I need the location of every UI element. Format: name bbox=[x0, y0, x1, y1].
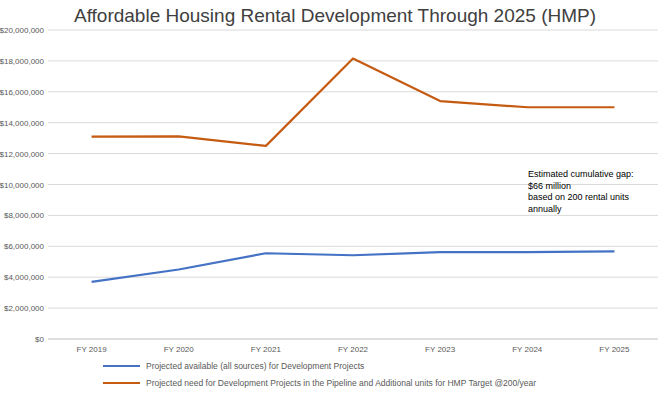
x-tick-label: FY 2024 bbox=[512, 345, 543, 354]
grid-line bbox=[48, 339, 658, 340]
annotation: based on 200 rental units bbox=[528, 192, 630, 202]
y-tick-label: $6,000,000 bbox=[4, 242, 45, 251]
legend-label: Projected need for Development Projects … bbox=[146, 378, 536, 388]
y-tick-label: $16,000,000 bbox=[0, 88, 45, 97]
grid-line bbox=[48, 91, 658, 92]
x-tick-label: FY 2025 bbox=[599, 345, 630, 354]
grid-line bbox=[48, 30, 658, 31]
grid-line bbox=[48, 122, 658, 123]
grid bbox=[48, 30, 658, 339]
x-tick-label: FY 2021 bbox=[251, 345, 282, 354]
y-tick-label: $2,000,000 bbox=[4, 304, 45, 313]
y-tick-label: $0 bbox=[35, 335, 44, 344]
annotation: Estimated cumulative gap: bbox=[528, 169, 634, 179]
legend-swatch bbox=[103, 382, 140, 384]
grid-line bbox=[48, 277, 658, 278]
series-line bbox=[92, 251, 615, 281]
legend-label: Projected available (all sources) for De… bbox=[146, 361, 364, 371]
grid-line bbox=[48, 308, 658, 309]
y-tick-label: $18,000,000 bbox=[0, 57, 45, 66]
legend: Projected available (all sources) for De… bbox=[103, 361, 536, 388]
x-tick-label: FY 2019 bbox=[77, 345, 108, 354]
y-tick-label: $8,000,000 bbox=[4, 211, 45, 220]
y-tick-label: $14,000,000 bbox=[0, 119, 45, 128]
legend-swatch bbox=[103, 365, 140, 367]
title: Affordable Housing Rental Development Th… bbox=[74, 5, 596, 26]
y-tick-label: $12,000,000 bbox=[0, 150, 45, 159]
series-line bbox=[92, 59, 615, 146]
grid-line bbox=[48, 153, 658, 154]
grid-line bbox=[48, 246, 658, 247]
annotation: annually bbox=[528, 204, 562, 214]
x-tick-label: FY 2020 bbox=[164, 345, 195, 354]
grid-line bbox=[48, 215, 658, 216]
annotation: $66 million bbox=[528, 181, 571, 191]
x-tick-label: FY 2022 bbox=[338, 345, 369, 354]
y-tick-label: $4,000,000 bbox=[4, 273, 45, 282]
y-tick-label: $20,000,000 bbox=[0, 26, 45, 35]
y-tick-label: $10,000,000 bbox=[0, 181, 45, 190]
x-tick-label: FY 2023 bbox=[425, 345, 456, 354]
grid-line bbox=[48, 60, 658, 61]
chart: Affordable Housing Rental Development Th… bbox=[0, 0, 670, 397]
